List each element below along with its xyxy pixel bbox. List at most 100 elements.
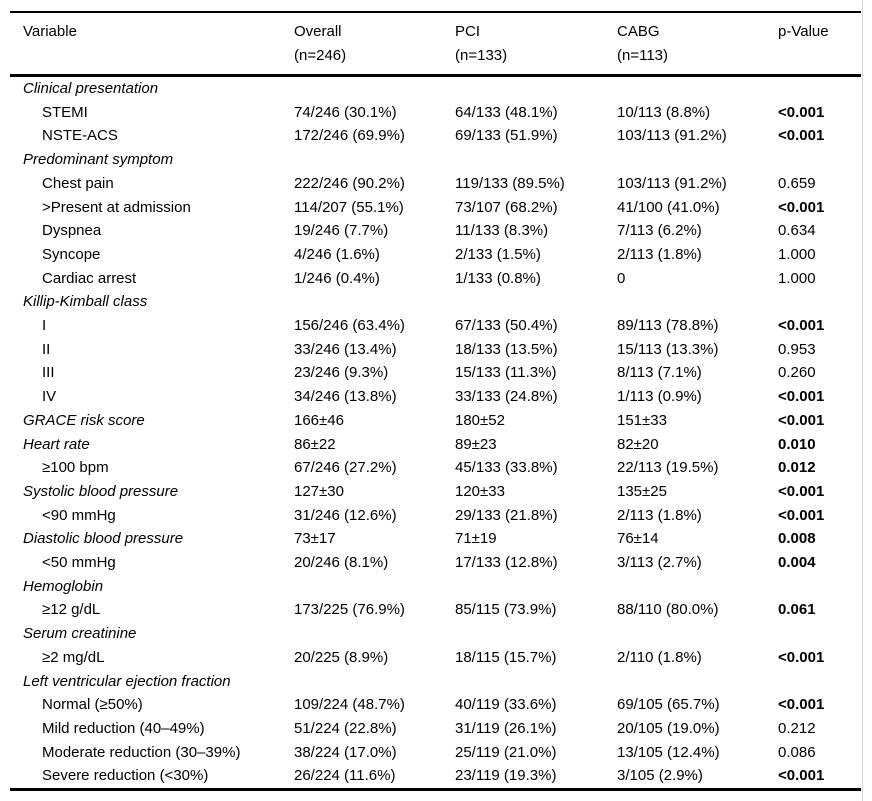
table-row: Predominant symptom [10,148,861,172]
cell-variable: NSTE-ACS [42,127,118,145]
cell-cabg: 41/100 (41.0%) [617,198,720,216]
cell-cabg [617,575,778,599]
cell-pci: 120±33 [455,482,505,500]
cell-pci: 29/133 (21.8%) [455,506,558,524]
cell-cabg: 82±20 [617,435,659,453]
table-row: NSTE-ACS 172/246 (69.9%) 69/133 (51.9%) 103… [10,124,861,148]
column-header-pvalue: p-Value [778,12,861,77]
cell-pvalue: 1.000 [778,269,816,287]
table-row: >Present at admission 114/207 (55.1%) 73/1… [10,196,861,220]
table-row: IV 34/246 (13.8%) 33/133 (24.8%) 1/113 (0.9… [10,385,861,409]
cell-pvalue: <0.001 [778,696,825,714]
cell-cabg: 2/110 (1.8%) [617,648,702,666]
column-header-cabg-label: CABG [617,23,660,40]
cell-pvalue: 0.010 [778,435,816,453]
table-row: Severe reduction (<30%) 26/224 (11.6%) 23/… [10,764,861,789]
table-row: Mild reduction (40–49%) 51/224 (22.8%) 31/… [10,717,861,741]
cell-pvalue [778,76,861,101]
cell-pvalue: <0.001 [778,103,825,121]
cell-cabg: 15/113 (13.3%) [617,340,719,358]
table-row: Normal (≥50%) 109/224 (48.7%) 40/119 (33.6… [10,693,861,717]
cell-overall: 86±22 [294,435,336,453]
cell-pci: 18/115 (15.7%) [455,648,557,666]
cell-variable: STEMI [42,103,88,121]
column-header-overall-label: Overall [294,23,342,40]
cell-pvalue: 0.086 [778,743,816,761]
cell-cabg: 103/113 (91.2%) [617,174,727,192]
cell-variable: Killip-Kimball class [23,293,148,311]
table-row: Syncope 4/246 (1.6%) 2/133 (1.5%) 2/113 (1.… [10,243,861,267]
cell-cabg: 89/113 (78.8%) [617,317,719,335]
column-header-pvalue-label: p-Value [778,23,829,40]
cell-pci: 11/133 (8.3%) [455,222,549,240]
cell-variable: IV [42,388,57,406]
cell-overall: 51/224 (22.8%) [294,719,397,737]
cell-pvalue: <0.001 [778,482,825,500]
cell-variable: III [42,364,55,382]
table-row: Left ventricular ejection fraction [10,670,861,694]
cell-variable: ≥100 bpm [42,459,109,477]
cell-overall: 26/224 (11.6%) [294,767,396,785]
column-header-pci-label: PCI [455,23,481,40]
cell-pci: 119/133 (89.5%) [455,174,565,192]
baseline-characteristics-table: Variable Overall (n=246) PCI (n=133) CAB… [10,11,861,792]
column-header-cabg-n: (n=113) [617,47,669,64]
cell-pci: 40/119 (33.6%) [455,696,557,714]
cell-cabg: 1/113 (0.9%) [617,388,702,406]
cell-variable: Cardiac arrest [42,269,137,287]
cell-overall: 38/224 (17.0%) [294,743,397,761]
cell-pvalue: 0.659 [778,174,816,192]
cell-cabg: 3/105 (2.9%) [617,767,703,785]
cell-pvalue: <0.001 [778,506,825,524]
cell-cabg: 2/113 (1.8%) [617,506,702,524]
table-row: Heart rate 86±22 89±23 82±20 0.010 [10,433,861,457]
column-header-variable-label: Variable [23,23,77,40]
cell-pvalue: <0.001 [778,388,825,406]
cell-cabg: 20/105 (19.0%) [617,719,720,737]
cell-pci: 71±19 [455,530,497,548]
cell-overall [294,575,455,599]
cell-pvalue: <0.001 [778,317,825,335]
cell-cabg: 76±14 [617,530,659,548]
cell-pci: 18/133 (13.5%) [455,340,558,358]
cell-overall: 222/246 (90.2%) [294,174,405,192]
table-row: Serum creatinine [10,622,861,646]
table-row: ≥2 mg/dL 20/225 (8.9%) 18/115 (15.7%) 2/110… [10,646,861,670]
column-header-pci-n: (n=133) [455,47,508,64]
cell-pci [455,622,617,646]
cell-overall: 114/207 (55.1%) [294,198,404,216]
cell-variable: <50 mmHg [42,554,116,572]
cell-cabg: 7/113 (6.2%) [617,222,702,240]
cell-pci: 25/119 (21.0%) [455,743,557,761]
cell-cabg: 88/110 (80.0%) [617,601,719,619]
column-header-pci: PCI (n=133) [455,12,617,77]
cell-cabg: 151±33 [617,411,667,429]
cell-pvalue: 1.000 [778,245,816,263]
cell-variable: Systolic blood pressure [23,482,179,500]
cell-variable: GRACE risk score [23,411,145,429]
cell-overall: 34/246 (13.8%) [294,388,397,406]
table-row: Moderate reduction (30–39%) 38/224 (17.0%… [10,741,861,765]
cell-pci: 73/107 (68.2%) [455,198,558,216]
cell-pci: 180±52 [455,411,505,429]
cell-variable: Dyspnea [42,222,102,240]
cell-pvalue: <0.001 [778,198,825,216]
cell-overall: 33/246 (13.4%) [294,340,397,358]
table-header-row: Variable Overall (n=246) PCI (n=133) CAB… [10,12,861,77]
cell-pvalue: 0.012 [778,459,816,477]
cell-cabg: 103/113 (91.2%) [617,127,727,145]
table-row: ≥100 bpm 67/246 (27.2%) 45/133 (33.8%) 22/1… [10,456,861,480]
cell-pci: 69/133 (51.9%) [455,127,558,145]
cell-pci [455,290,617,314]
cell-pvalue: <0.001 [778,648,825,666]
cell-cabg: 13/105 (12.4%) [617,743,720,761]
cell-variable: Hemoglobin [23,577,104,595]
table-row: II 33/246 (13.4%) 18/133 (13.5%) 15/113 (13… [10,338,861,362]
cell-pvalue: <0.001 [778,767,825,785]
cell-pvalue: 0.212 [778,719,816,737]
cell-pvalue: 0.008 [778,530,816,548]
cell-variable: ≥2 mg/dL [42,648,105,666]
cell-overall: 74/246 (30.1%) [294,103,397,121]
cell-cabg: 69/105 (65.7%) [617,696,720,714]
cell-cabg: 0 [617,269,626,287]
